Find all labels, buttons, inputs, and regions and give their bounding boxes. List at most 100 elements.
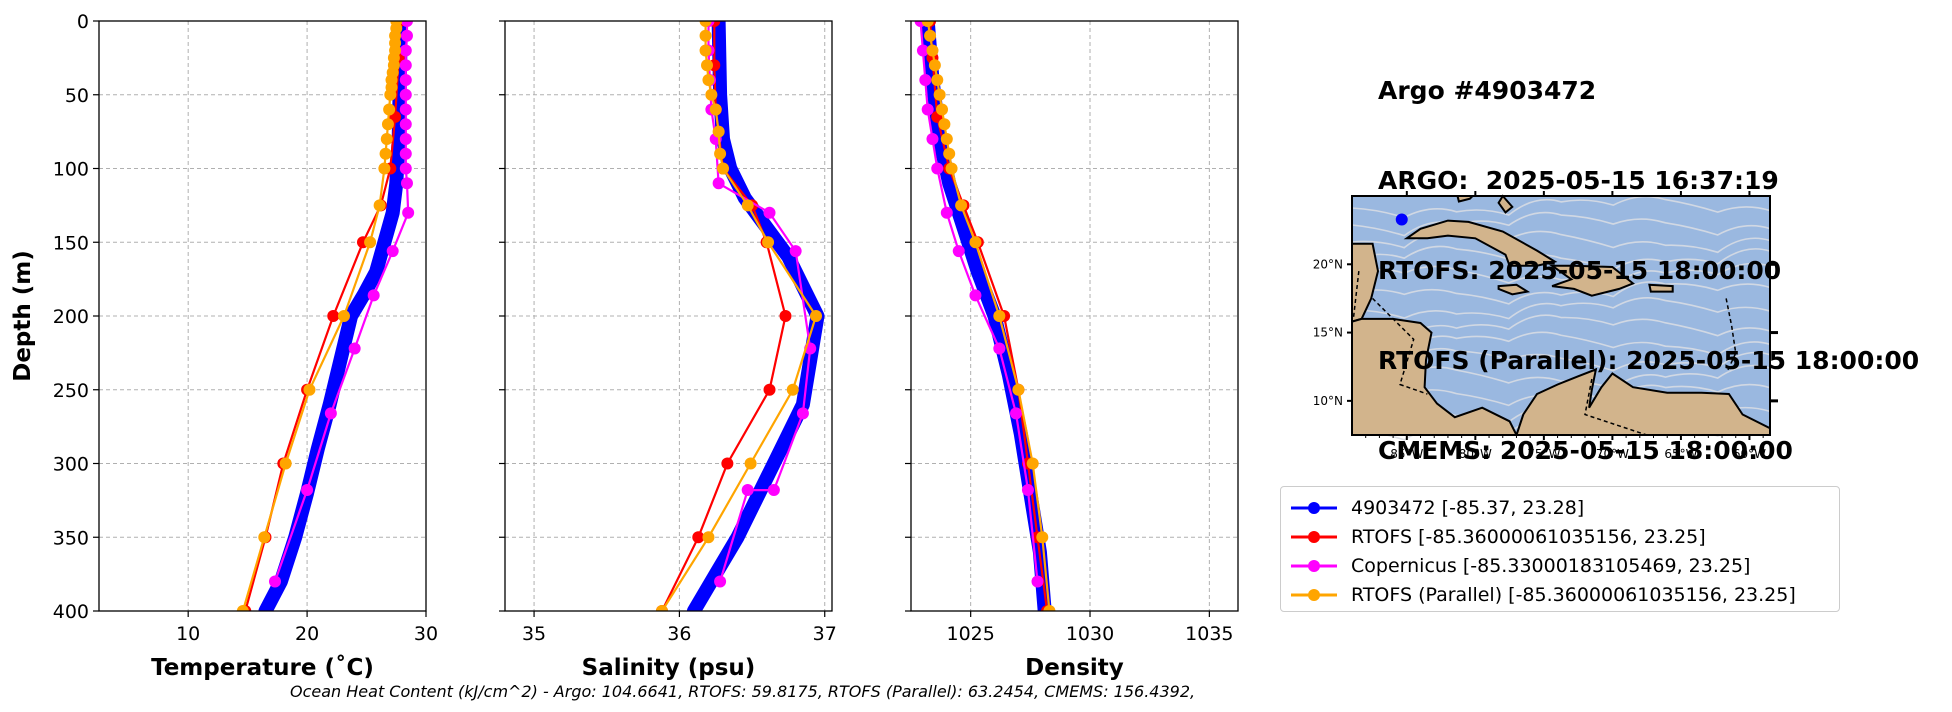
series-point-copernicus — [402, 206, 415, 219]
series-point-copernicus — [367, 289, 380, 302]
series-point-rtofs-parallel — [936, 103, 949, 116]
series-point-rtofs-parallel — [709, 103, 722, 116]
plot-area — [914, 21, 1056, 611]
series-point-rtofs — [779, 310, 792, 322]
x-tick-label: 20 — [295, 623, 319, 645]
series-point-rtofs-parallel — [655, 605, 668, 611]
y-tick-label: 400 — [53, 601, 89, 623]
series-point-rtofs — [763, 383, 776, 396]
legend-item-rtofs: RTOFS [-85.36000061035156, 23.25] — [1289, 522, 1831, 551]
series-point-rtofs-parallel — [381, 118, 394, 131]
series-point-copernicus — [919, 74, 932, 86]
legend-marker-rtofs — [1291, 530, 1337, 543]
map-borders — [1352, 271, 1737, 436]
title-line-cmems-time: CMEMS: 2025-05-15 18:00:00 — [1378, 436, 1793, 465]
map-border-line — [1352, 271, 1360, 319]
y-tick-label: 250 — [53, 380, 89, 402]
series-point-copernicus — [712, 177, 725, 190]
series-point-rtofs-parallel — [810, 310, 823, 322]
series-point-rtofs-parallel — [786, 383, 799, 396]
streamline — [1351, 281, 1771, 305]
series-point-copernicus — [931, 162, 944, 175]
series-point-rtofs-parallel — [378, 162, 391, 175]
series-point-copernicus — [399, 147, 412, 160]
series-line-argo — [258, 21, 408, 611]
legend-item-copernicus: Copernicus [-85.33000183105469, 23.25] — [1289, 551, 1831, 580]
series-point-copernicus — [399, 74, 412, 86]
series-point-rtofs-parallel — [741, 199, 754, 212]
legend-item-rtofs-parallel: RTOFS (Parallel) [-85.36000061035156, 23… — [1289, 580, 1831, 609]
series-point-copernicus — [399, 133, 412, 145]
map-lon-label: 75°W — [1527, 447, 1560, 461]
legend-label-argo: 4903472 [-85.37, 23.28] — [1351, 496, 1585, 519]
series-point-rtofs-parallel — [701, 59, 714, 72]
chart-temperature: 0 50 100 150 200 250 300 350 400 10 20 30 Temperatur… — [10, 11, 438, 681]
series-point-copernicus — [400, 21, 413, 27]
series-point-copernicus — [1031, 575, 1044, 588]
map-border-line — [1372, 297, 1428, 395]
series-point-copernicus — [399, 88, 412, 101]
series-point-copernicus — [399, 162, 412, 175]
title-block: Argo #4903472 ARGO: 2025-05-15 16:37:19 … — [1378, 16, 1919, 496]
y-tick-label: 100 — [53, 159, 89, 181]
legend-label-rtofs-parallel: RTOFS (Parallel) [-85.36000061035156, 23… — [1351, 583, 1796, 606]
series-point-copernicus — [400, 29, 413, 42]
series-point-rtofs-parallel — [945, 162, 958, 175]
series-point-copernicus — [1010, 407, 1023, 420]
series-point-rtofs-parallel — [337, 310, 350, 322]
map-lon-label: 60°W — [1733, 447, 1766, 461]
series-point-copernicus — [993, 342, 1006, 355]
map-border-line — [1584, 378, 1647, 436]
map-frame — [1351, 195, 1771, 436]
series-point-rtofs-parallel — [924, 29, 937, 42]
series-point-rtofs-parallel — [931, 74, 944, 86]
title-line-rtofs-time: RTOFS: 2025-05-15 18:00:00 — [1378, 256, 1782, 285]
profile-panels: 0 50 100 150 200 250 300 350 400 10 20 30 Temperatur… — [10, 11, 1239, 681]
series-point-rtofs-parallel — [712, 125, 725, 138]
series-point-rtofs-parallel — [699, 21, 712, 27]
x-tick-label: 30 — [414, 623, 438, 645]
x-tick-label: 1030 — [1066, 623, 1114, 645]
series-point-rtofs-parallel — [279, 457, 292, 470]
series-point-rtofs-parallel — [1043, 605, 1056, 611]
series-point-rtofs-parallel — [380, 133, 393, 145]
map-lon-label: 85°W — [1390, 447, 1423, 461]
series-point-rtofs-parallel — [926, 44, 939, 57]
map-lon-label: 65°W — [1664, 447, 1697, 461]
plot-area — [655, 21, 825, 611]
x-axis-label: Temperature (˚C) — [151, 654, 374, 681]
series-point-rtofs-parallel — [384, 88, 397, 101]
land-cuba — [1403, 219, 1558, 267]
map-inset: 85°W 80°W 75°W 70°W 65°W 60°W 20°N 15°N 10°N — [1313, 191, 1778, 461]
series-point-rtofs-parallel — [699, 29, 712, 42]
series-point-copernicus — [268, 575, 281, 588]
series-point-copernicus — [796, 407, 809, 420]
series-point-rtofs — [721, 457, 734, 470]
map-lon-label: 70°W — [1596, 447, 1629, 461]
series-point-rtofs — [327, 310, 340, 322]
series-point-rtofs-parallel — [699, 44, 712, 57]
series-point-rtofs-parallel — [933, 88, 946, 101]
series-point-copernicus — [399, 59, 412, 72]
y-tick-label: 150 — [53, 232, 89, 254]
series-point-rtofs-parallel — [969, 236, 982, 249]
land-hispaniola — [1548, 264, 1635, 297]
series-point-copernicus — [714, 575, 727, 588]
legend-label-rtofs: RTOFS [-85.36000061035156, 23.25] — [1351, 525, 1706, 548]
series-line-argo — [920, 21, 1052, 611]
x-tick-label: 1035 — [1185, 623, 1233, 645]
title-line-rtofs-parallel-time: RTOFS (Parallel): 2025-05-15 18:00:00 — [1378, 346, 1920, 375]
y-tick-label: 350 — [53, 527, 89, 549]
chart-salinity: 35 36 37 Salinity (psu) — [499, 20, 837, 681]
legend: 4903472 [-85.37, 23.28] RTOFS [-85.36000… — [1280, 486, 1840, 612]
series-point-rtofs-parallel — [714, 147, 727, 160]
streamline — [1351, 245, 1771, 271]
series-point-rtofs-parallel — [938, 118, 951, 131]
series-point-rtofs-parallel — [1026, 457, 1039, 470]
series-point-copernicus — [324, 407, 337, 420]
streamline — [1351, 211, 1771, 237]
series-point-copernicus — [969, 289, 982, 302]
series-point-rtofs-parallel — [717, 162, 729, 175]
series-point-copernicus — [399, 44, 412, 57]
